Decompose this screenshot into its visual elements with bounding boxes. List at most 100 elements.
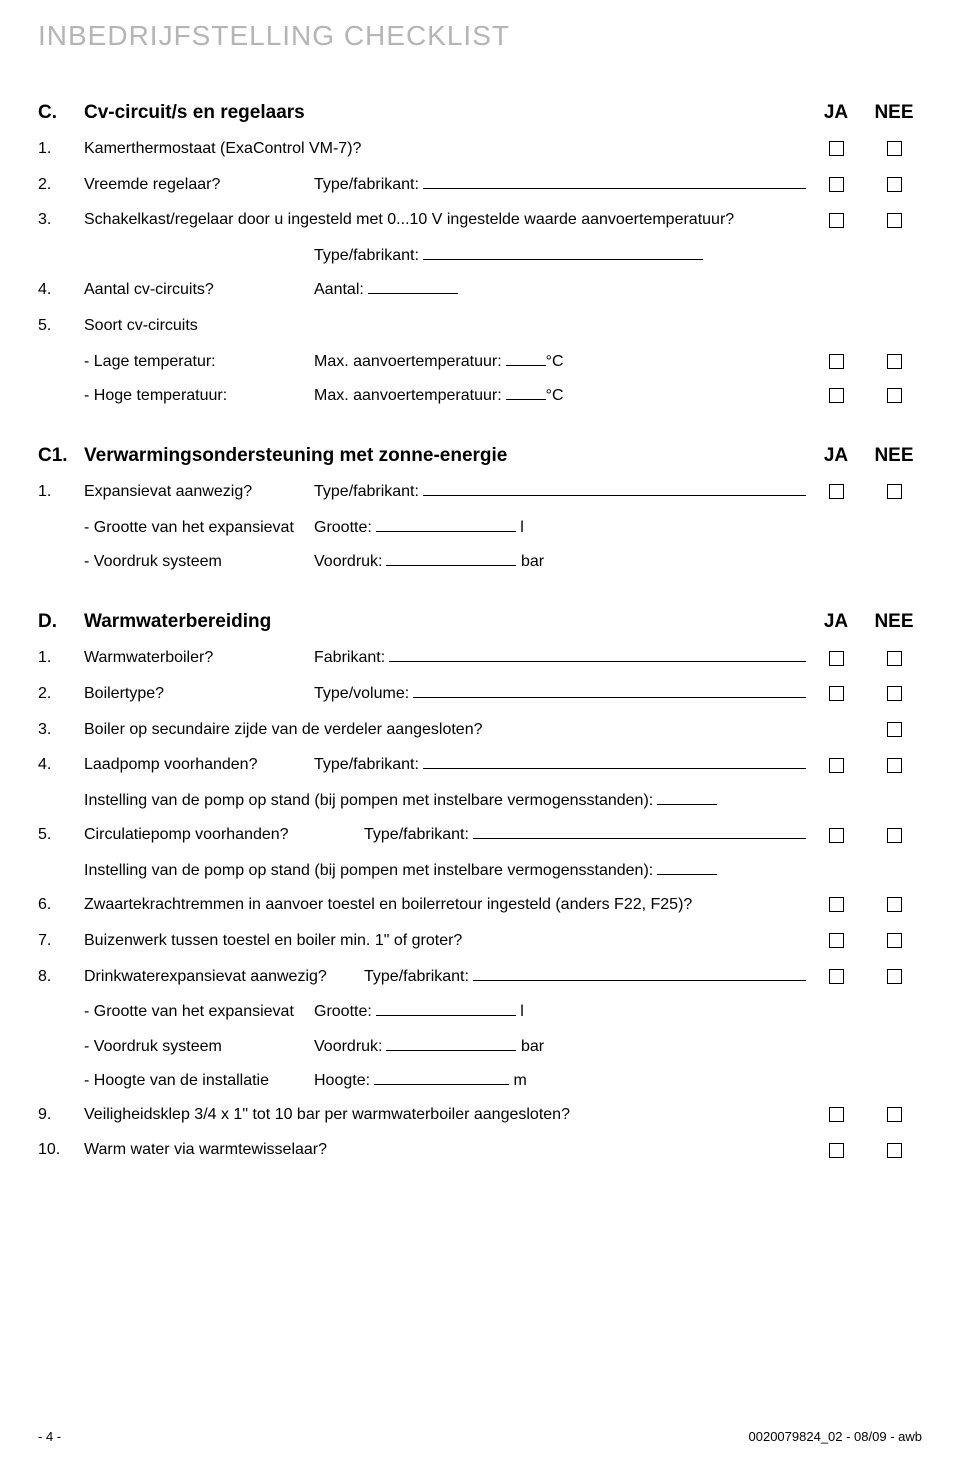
section-c-num: C. [38,102,84,124]
header-ja: JA [806,445,866,467]
checkbox-ja[interactable] [829,213,844,228]
row-num: 7. [38,930,84,952]
sub-label: - Grootte van het expansievat [84,1003,314,1021]
field-label: Grootte: [314,1003,372,1021]
checkbox-nee[interactable] [887,969,902,984]
fill-line[interactable] [657,860,717,875]
fill-line[interactable] [657,790,717,805]
fill-line[interactable] [368,279,458,294]
checkbox-nee[interactable] [887,686,902,701]
field-label: Type/fabrikant: [364,824,469,846]
fill-line[interactable] [423,174,806,189]
fill-line[interactable] [423,481,806,496]
row-text: Warm water via warmtewisselaar? [84,1139,327,1161]
row-c5-lage: - Lage temperatur: Max. aanvoertemperatu… [38,351,922,371]
fill-line[interactable] [386,551,516,566]
row-num: 1. [38,138,84,160]
checkbox-nee[interactable] [887,897,902,912]
row-text: Soort cv-circuits [84,315,198,337]
row-num: 6. [38,894,84,916]
fill-line[interactable] [413,683,806,698]
checkbox-ja[interactable] [829,1107,844,1122]
checkbox-ja[interactable] [829,484,844,499]
checkbox-nee[interactable] [887,177,902,192]
checkbox-nee[interactable] [887,484,902,499]
sub-text: Instelling van de pomp op stand (bij pom… [84,792,653,810]
section-d-num: D. [38,611,84,633]
row-d5-instelling: Instelling van de pomp op stand (bij pom… [38,860,922,880]
checkbox-ja[interactable] [829,828,844,843]
checkbox-ja[interactable] [829,897,844,912]
sub-label: - Hoge temperatuur: [84,387,314,405]
fill-line[interactable] [374,1070,509,1085]
fill-line[interactable] [389,647,806,662]
checkbox-nee[interactable] [887,828,902,843]
row-c1: 1. Kamerthermostaat (ExaControl VM-7)? [38,138,922,160]
footer-page-number: - 4 - [38,1429,61,1444]
checkbox-nee[interactable] [887,141,902,156]
sub-text: Instelling van de pomp op stand (bij pom… [84,862,653,880]
checkbox-nee[interactable] [887,354,902,369]
checkbox-ja[interactable] [829,141,844,156]
field-label: Hoogte: [314,1072,370,1090]
row-text: Veiligheidsklep 3/4 x 1" tot 10 bar per … [84,1104,570,1126]
checkbox-nee[interactable] [887,651,902,666]
row-d4: 4. Laadpomp voorhanden? Type/fabrikant: [38,754,922,776]
checkbox-ja[interactable] [829,933,844,948]
row-text: Drinkwaterexpansievat aanwezig? [84,966,364,988]
checkbox-ja[interactable] [829,177,844,192]
checkbox-ja[interactable] [829,1143,844,1158]
row-num: 10. [38,1139,84,1161]
fill-line[interactable] [506,385,546,400]
row-d3: 3. Boiler op secundaire zijde van de ver… [38,719,922,741]
checkbox-ja[interactable] [829,651,844,666]
checkbox-ja[interactable] [829,969,844,984]
fill-line[interactable] [376,517,516,532]
fill-line[interactable] [423,754,806,769]
checkbox-ja[interactable] [829,388,844,403]
sub-label: - Voordruk systeem [84,1038,314,1056]
checkbox-nee[interactable] [887,213,902,228]
fill-line[interactable] [423,245,703,260]
row-d8-hoogte: - Hoogte van de installatie Hoogte: m [38,1070,922,1090]
section-c-header: C. Cv-circuit/s en regelaars JA NEE [38,102,922,124]
checkbox-nee[interactable] [887,1143,902,1158]
unit: l [520,519,524,537]
header-nee: NEE [866,445,922,467]
row-num: 3. [38,719,84,741]
row-text: Schakelkast/regelaar door u ingesteld me… [84,209,734,231]
field-label: Grootte: [314,519,372,537]
fill-line[interactable] [506,351,546,366]
row-c5-hoge: - Hoge temperatuur: Max. aanvoertemperat… [38,385,922,405]
checkbox-nee[interactable] [887,388,902,403]
fill-line[interactable] [473,824,806,839]
checkbox-nee[interactable] [887,758,902,773]
row-num: 1. [38,647,84,669]
unit: °C [546,353,564,371]
row-num: 3. [38,209,84,231]
row-d8-voordruk: - Voordruk systeem Voordruk: bar [38,1035,922,1055]
checkbox-ja[interactable] [829,354,844,369]
fill-line[interactable] [473,965,806,980]
checkbox-nee[interactable] [887,933,902,948]
fill-line[interactable] [386,1035,516,1050]
checkbox-ja[interactable] [829,686,844,701]
row-d4-instelling: Instelling van de pomp op stand (bij pom… [38,790,922,810]
checkbox-ja[interactable] [829,758,844,773]
header-nee: NEE [866,102,922,124]
row-c4: 4. Aantal cv-circuits? Aantal: [38,279,922,301]
row-d1: 1. Warmwaterboiler? Fabrikant: [38,647,922,669]
checkbox-nee[interactable] [887,722,902,737]
row-num: 1. [38,481,84,503]
row-num: 2. [38,174,84,196]
field-label: Fabrikant: [314,647,385,669]
sub-label: - Grootte van het expansievat [84,519,314,537]
fill-line[interactable] [376,1001,516,1016]
document-title: INBEDRIJFSTELLING CHECKLIST [38,20,922,52]
sub-label: - Lage temperatur: [84,353,314,371]
unit: bar [521,1038,544,1056]
header-ja: JA [806,611,866,633]
unit: °C [546,387,564,405]
sub-label: - Voordruk systeem [84,553,314,571]
checkbox-nee[interactable] [887,1107,902,1122]
